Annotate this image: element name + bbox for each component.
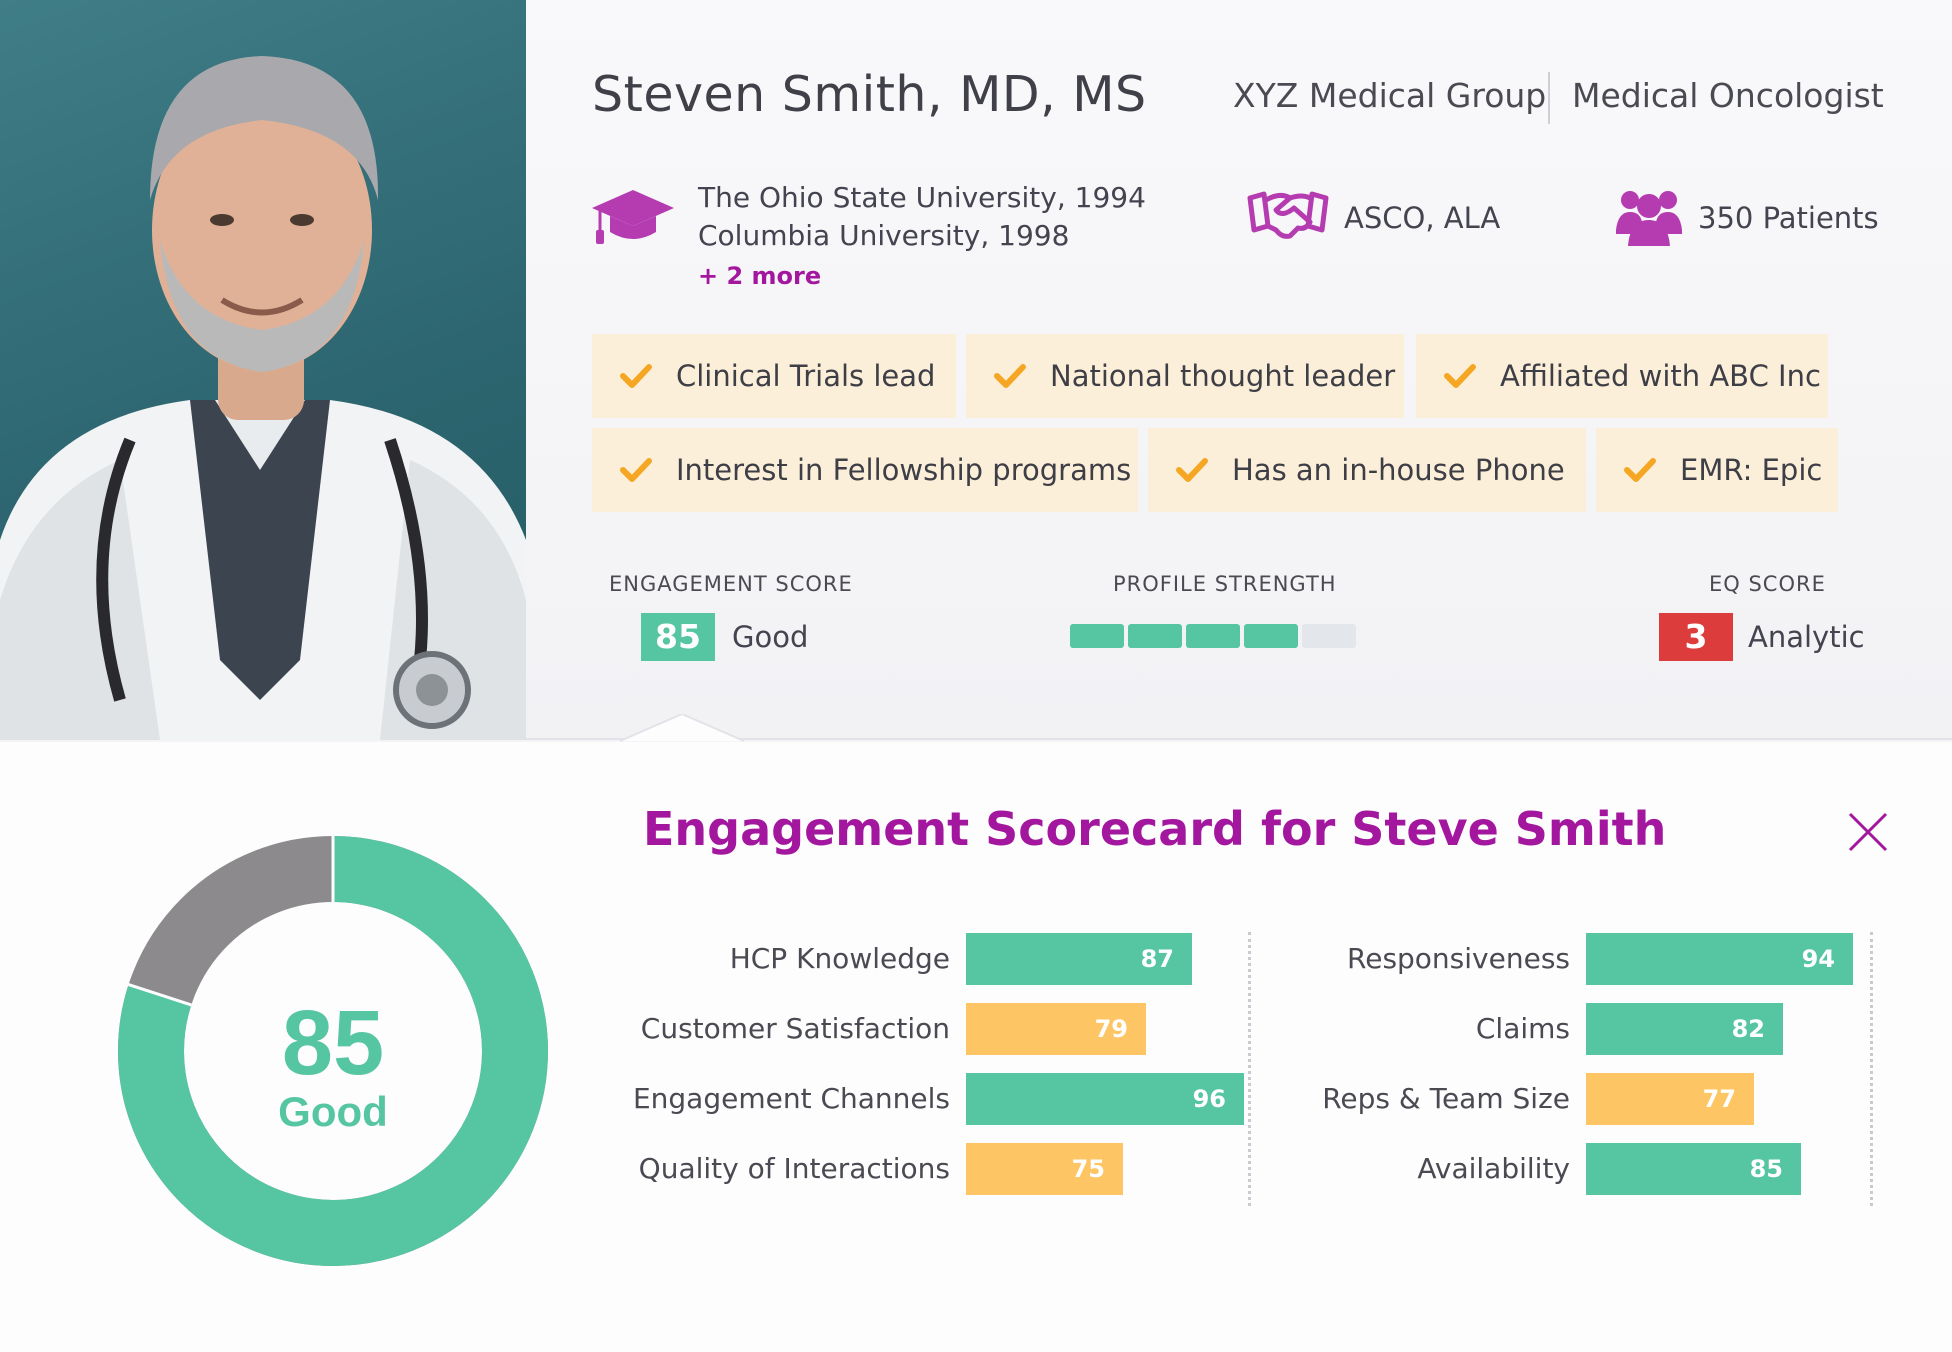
- checkmark-icon: [994, 364, 1026, 388]
- strength-segment: [1302, 624, 1356, 648]
- specialty: Medical Oncologist: [1572, 76, 1884, 115]
- strength-segment: [1128, 624, 1182, 648]
- metric-bar[interactable]: 75: [966, 1143, 1123, 1195]
- strength-segment: [1244, 624, 1298, 648]
- medical-group[interactable]: XYZ Medical Group: [1233, 76, 1547, 115]
- metric-label: Responsiveness: [1347, 942, 1570, 975]
- overall-score-donut: 85 Good: [118, 836, 548, 1266]
- pointer-arrow: [620, 714, 744, 742]
- education-item: The Ohio State University, 1994: [698, 181, 1146, 214]
- close-icon[interactable]: [1846, 810, 1890, 854]
- checkmark-icon: [1176, 458, 1208, 482]
- checkmark-icon: [620, 364, 652, 388]
- eq-score-badge[interactable]: 3: [1659, 613, 1733, 661]
- tag-item: EMR: Epic: [1596, 428, 1838, 512]
- profile-strength-label: PROFILE STRENGTH: [1113, 572, 1337, 596]
- metric-label: Availability: [1417, 1152, 1570, 1185]
- metric-label: HCP Knowledge: [729, 942, 950, 975]
- physician-name: Steven Smith, MD, MS: [592, 66, 1147, 123]
- graduation-cap-icon: [592, 190, 674, 244]
- metric-label: Customer Satisfaction: [640, 1012, 950, 1045]
- profile-header: Steven Smith, MD, MS XYZ Medical Group M…: [0, 0, 1952, 742]
- tag-item: Affiliated with ABC Inc: [1416, 334, 1828, 418]
- strength-segment: [1070, 624, 1124, 648]
- metric-bar[interactable]: 96: [966, 1073, 1244, 1125]
- patient-count: 350 Patients: [1698, 201, 1879, 235]
- divider: [1248, 932, 1251, 1206]
- eq-score-text: Analytic: [1748, 620, 1865, 654]
- metric-label: Engagement Channels: [632, 1082, 950, 1115]
- tag-item: Clinical Trials lead: [592, 334, 956, 418]
- tag-label: Has an in-house Phone: [1232, 453, 1565, 487]
- divider: [1870, 932, 1873, 1206]
- engagement-scorecard-panel: Engagement Scorecard for Steve Smith 85 …: [0, 742, 1952, 1352]
- tag-label: Interest in Fellowship programs: [676, 453, 1132, 487]
- education-more-link[interactable]: + 2 more: [698, 262, 822, 290]
- overall-score-text: Good: [278, 1088, 388, 1135]
- education-item: Columbia University, 1998: [698, 219, 1070, 252]
- metric-bar[interactable]: 94: [1586, 933, 1853, 985]
- checkmark-icon: [1444, 364, 1476, 388]
- engagement-score-text: Good: [732, 620, 809, 654]
- tag-item: Interest in Fellowship programs: [592, 428, 1138, 512]
- tag-item: National thought leader: [966, 334, 1404, 418]
- users-icon: [1616, 191, 1682, 246]
- overall-score-value: 85: [282, 992, 384, 1094]
- metric-bar[interactable]: 82: [1586, 1003, 1783, 1055]
- engagement-score-badge[interactable]: 85: [641, 613, 715, 661]
- handshake-icon: [1247, 191, 1329, 239]
- tag-label: National thought leader: [1050, 359, 1396, 393]
- tag-item: Has an in-house Phone: [1148, 428, 1586, 512]
- checkmark-icon: [1624, 458, 1656, 482]
- associations: ASCO, ALA: [1344, 201, 1501, 235]
- engagement-score-label: ENGAGEMENT SCORE: [609, 572, 853, 596]
- tag-label: Affiliated with ABC Inc: [1500, 359, 1821, 393]
- metric-bar[interactable]: 87: [966, 933, 1192, 985]
- metric-bar[interactable]: 85: [1586, 1143, 1801, 1195]
- checkmark-icon: [620, 458, 652, 482]
- metric-bar[interactable]: 79: [966, 1003, 1146, 1055]
- metric-label: Quality of Interactions: [638, 1152, 950, 1185]
- strength-segment: [1186, 624, 1240, 648]
- eq-score-label: EQ SCORE: [1709, 572, 1826, 596]
- divider: [1548, 72, 1550, 124]
- doctor-photo: [0, 0, 526, 740]
- metric-label: Reps & Team Size: [1322, 1082, 1570, 1115]
- scorecard-title: Engagement Scorecard for Steve Smith: [643, 802, 1667, 856]
- metric-bar[interactable]: 77: [1586, 1073, 1754, 1125]
- tag-label: EMR: Epic: [1680, 453, 1823, 487]
- metric-label: Claims: [1475, 1012, 1570, 1045]
- tag-label: Clinical Trials lead: [676, 359, 936, 393]
